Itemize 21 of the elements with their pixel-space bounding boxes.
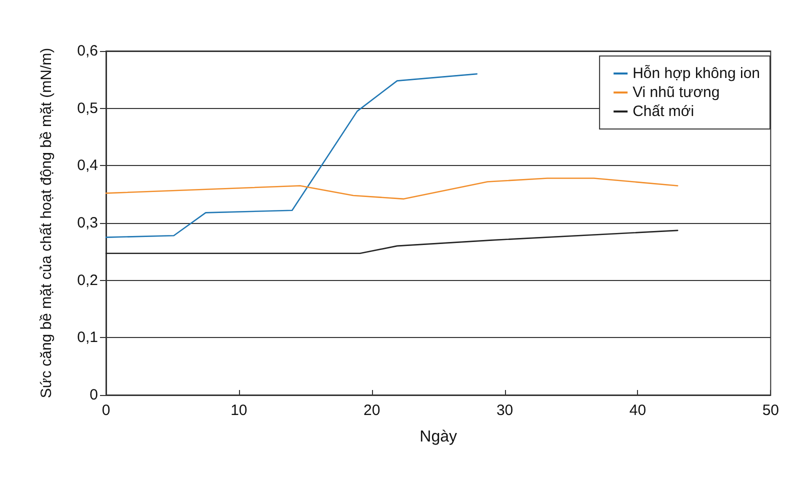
line-series xyxy=(105,230,678,254)
x-tick-label: 50 xyxy=(762,402,779,419)
line-series xyxy=(105,73,478,238)
x-tick-label: 0 xyxy=(102,402,110,419)
x-tick-label: 30 xyxy=(496,402,514,419)
y-axis-title: Sức căng bề mặt của chất hoạt động bề mặt (mN/m) xyxy=(38,48,55,398)
legend-label: Vi nhũ tương xyxy=(632,84,720,101)
y-tick-label: 0,6 xyxy=(77,42,98,60)
y-tick-label: 0,2 xyxy=(77,272,98,289)
legend-label: Chất mới xyxy=(632,103,694,120)
y-tick-label: 0,3 xyxy=(77,214,98,232)
y-tick-label: 0 xyxy=(90,386,98,404)
legend-label: Hỗn hợp không ion xyxy=(632,65,760,82)
line-series xyxy=(105,178,678,200)
y-tick-label: 0,1 xyxy=(77,329,98,346)
x-tick-label: 20 xyxy=(364,402,380,419)
y-tick-label: 0,5 xyxy=(77,100,98,117)
x-tick-label: 40 xyxy=(629,402,646,419)
x-axis-title: Ngày xyxy=(420,428,458,446)
x-tick-label: 10 xyxy=(230,402,248,419)
y-tick-label: 0,4 xyxy=(77,157,98,174)
